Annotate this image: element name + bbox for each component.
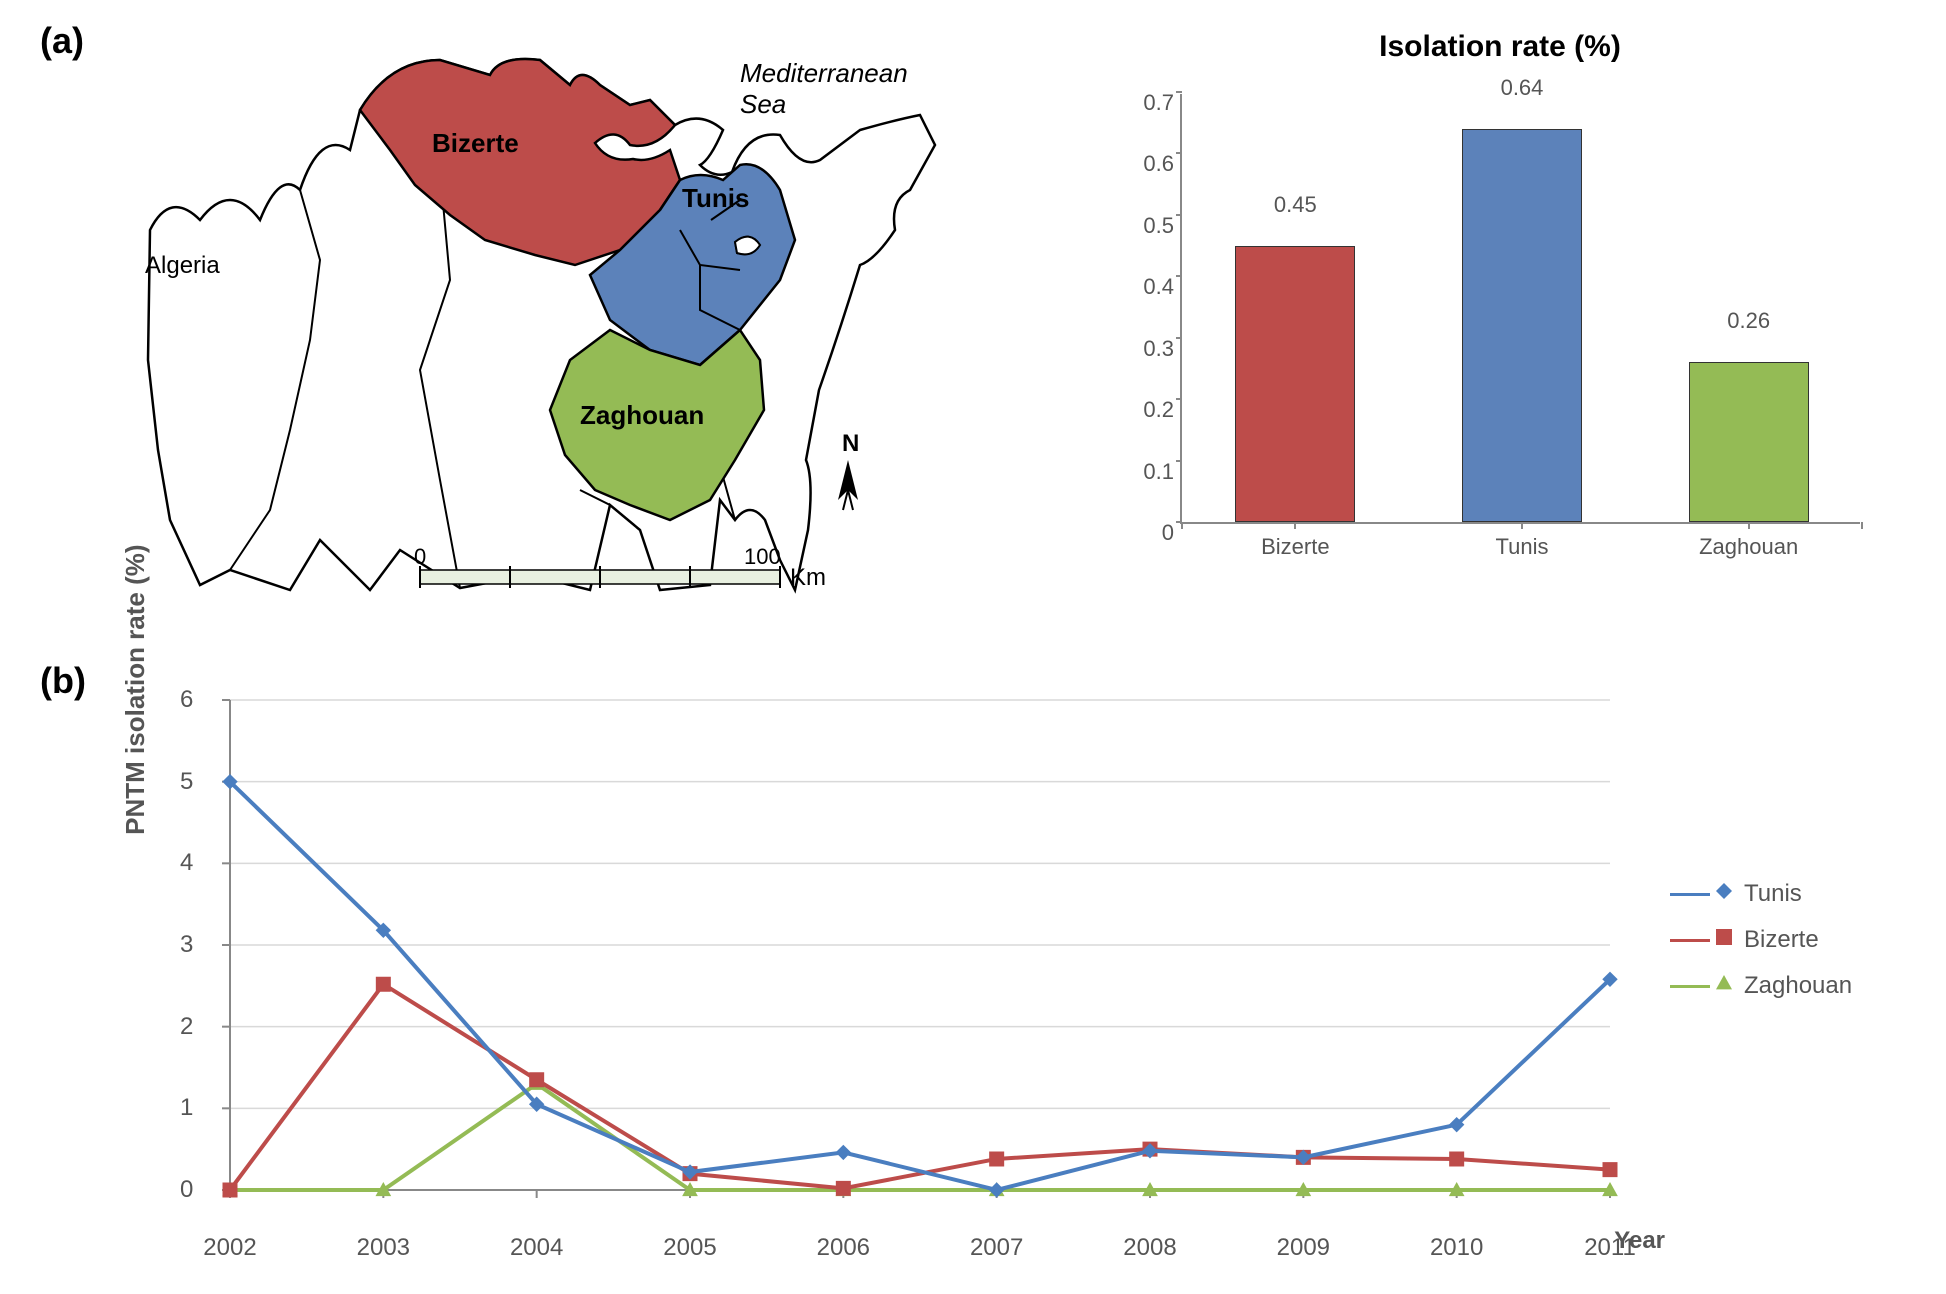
bar-ytick-mark bbox=[1176, 337, 1182, 339]
compass-north bbox=[838, 460, 858, 510]
panel-a: Mediterranean Sea Algeria Bizerte Tunis … bbox=[20, 20, 1926, 640]
bar-ytick-label: 0.6 bbox=[1134, 151, 1174, 177]
north-label: N bbox=[842, 430, 859, 458]
line-marker bbox=[1603, 1163, 1617, 1177]
line-ytick-label: 1 bbox=[180, 1094, 193, 1122]
panel-a-label: (a) bbox=[40, 20, 84, 62]
bar-chart: Isolation rate (%) 00.10.20.30.40.50.60.… bbox=[1140, 30, 1860, 590]
line-xtick-label: 2004 bbox=[510, 1234, 563, 1262]
sea-label: Mediterranean Sea bbox=[740, 58, 960, 120]
line-ytick-label: 6 bbox=[180, 686, 193, 714]
bar-ytick-label: 0.1 bbox=[1134, 459, 1174, 485]
bar-ytick-mark bbox=[1176, 214, 1182, 216]
tunis-map-label: Tunis bbox=[682, 183, 749, 214]
bar-ytick-mark bbox=[1176, 460, 1182, 462]
scale-bar bbox=[420, 566, 780, 588]
bar-ytick-label: 0.7 bbox=[1134, 90, 1174, 116]
line-chart-legend: Tunis Bizerte Zaghouan bbox=[1670, 880, 1852, 1260]
line-xtick-label: 2002 bbox=[203, 1234, 256, 1262]
legend-label: Tunis bbox=[1744, 880, 1802, 908]
line-series-tunis bbox=[230, 782, 1610, 1190]
bar-ytick-label: 0.4 bbox=[1134, 274, 1174, 300]
line-ytick-label: 4 bbox=[180, 849, 193, 877]
line-ytick-label: 5 bbox=[180, 768, 193, 796]
line-marker bbox=[376, 977, 390, 991]
bar-value-label: 0.45 bbox=[1235, 192, 1355, 218]
legend-label: Zaghouan bbox=[1744, 972, 1852, 1000]
bar-ytick-mark bbox=[1176, 91, 1182, 93]
bar-ytick-mark bbox=[1176, 398, 1182, 400]
line-xtick-label: 2010 bbox=[1430, 1234, 1483, 1262]
bar-chart-plot: 00.10.20.30.40.50.60.70.45Bizerte0.64Tun… bbox=[1180, 94, 1860, 524]
scale-unit: Km bbox=[790, 564, 826, 592]
line-xtick-label: 2005 bbox=[663, 1234, 716, 1262]
line-marker bbox=[223, 1183, 237, 1197]
bar-xtick-mark bbox=[1294, 522, 1296, 529]
line-ytick-label: 0 bbox=[180, 1176, 193, 1204]
bar-value-label: 0.26 bbox=[1689, 308, 1809, 334]
bar-xtick-label: Zaghouan bbox=[1669, 534, 1829, 560]
bar-ytick-label: 0.3 bbox=[1134, 336, 1174, 362]
bar-bizerte bbox=[1235, 246, 1355, 522]
figure-container: (a) (b) bbox=[20, 20, 1926, 1260]
algeria-label: Algeria bbox=[145, 252, 220, 280]
bar-ytick-label: 0.2 bbox=[1134, 397, 1174, 423]
bar-zaghouan bbox=[1689, 362, 1809, 522]
scale-start: 0 bbox=[414, 544, 426, 570]
map-region: Mediterranean Sea Algeria Bizerte Tunis … bbox=[140, 30, 960, 620]
legend-item-tunis: Tunis bbox=[1670, 880, 1852, 908]
bar-xtick-mark bbox=[1521, 522, 1523, 529]
line-xtick-label: 2003 bbox=[357, 1234, 410, 1262]
line-marker bbox=[836, 1145, 850, 1159]
line-marker bbox=[836, 1181, 850, 1195]
scale-end: 100 bbox=[744, 544, 781, 570]
line-xtick-label: 2006 bbox=[817, 1234, 870, 1262]
legend-item-zaghouan: Zaghouan bbox=[1670, 972, 1852, 1000]
line-chart: PNTM isolation rate (%) Year 0123456 200… bbox=[150, 680, 1630, 1260]
line-xtick-label: 2008 bbox=[1123, 1234, 1176, 1262]
bar-value-label: 0.64 bbox=[1462, 75, 1582, 101]
bizerte-map-label: Bizerte bbox=[432, 128, 519, 159]
line-chart-svg bbox=[150, 680, 1630, 1240]
line-marker bbox=[990, 1152, 1004, 1166]
line-marker bbox=[1450, 1152, 1464, 1166]
bar-tunis bbox=[1462, 129, 1582, 522]
bar-ytick-label: 0.5 bbox=[1134, 213, 1174, 239]
line-ytick-label: 3 bbox=[180, 931, 193, 959]
bar-ytick-mark bbox=[1176, 275, 1182, 277]
bar-xtick-label: Tunis bbox=[1442, 534, 1602, 560]
line-chart-ylabel: PNTM isolation rate (%) bbox=[120, 544, 151, 834]
zaghouan-map-label: Zaghouan bbox=[580, 400, 704, 431]
panel-b: PNTM isolation rate (%) Year 0123456 200… bbox=[20, 680, 1926, 1260]
bar-xtick-label: Bizerte bbox=[1215, 534, 1375, 560]
bar-ytick-mark bbox=[1176, 152, 1182, 154]
line-series-bizerte bbox=[230, 984, 1610, 1190]
line-xtick-label: 2009 bbox=[1277, 1234, 1330, 1262]
panel-b-label: (b) bbox=[40, 660, 86, 702]
bar-ytick-label: 0 bbox=[1134, 520, 1174, 546]
line-ytick-label: 2 bbox=[180, 1013, 193, 1041]
legend-item-bizerte: Bizerte bbox=[1670, 926, 1852, 954]
line-marker bbox=[530, 1073, 544, 1087]
bar-chart-title: Isolation rate (%) bbox=[1140, 30, 1860, 64]
bar-xtick-mark bbox=[1748, 522, 1750, 529]
legend-label: Bizerte bbox=[1744, 926, 1819, 954]
line-xtick-label: 2007 bbox=[970, 1234, 1023, 1262]
line-xtick-label: 2011 bbox=[1584, 1234, 1636, 1262]
